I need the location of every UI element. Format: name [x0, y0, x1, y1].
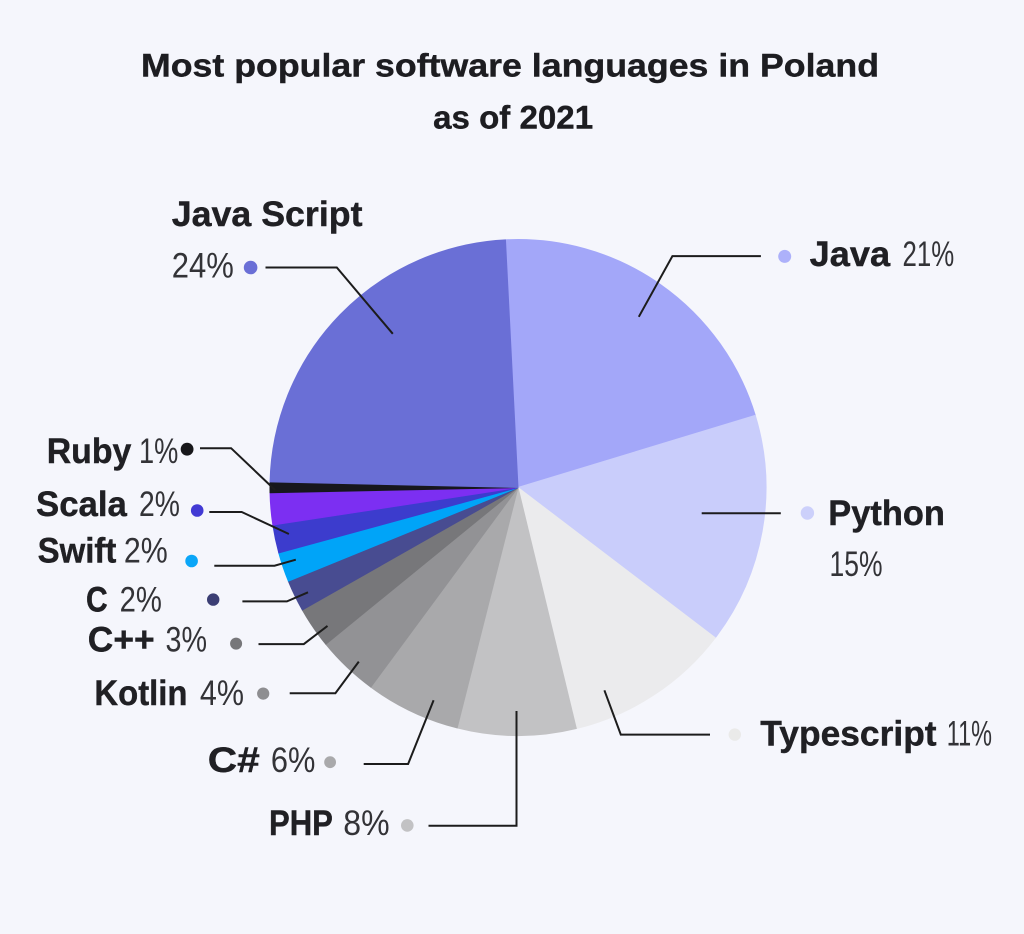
svg-text:1%: 1% [139, 432, 178, 471]
svg-text:21%: 21% [903, 235, 955, 274]
svg-text:Kotlin: Kotlin [94, 674, 187, 713]
svg-text:Ruby: Ruby [47, 432, 132, 471]
svg-text:Swift: Swift [38, 532, 117, 571]
svg-text:4%: 4% [200, 674, 244, 713]
svg-text:3%: 3% [166, 620, 208, 659]
svg-text:2%: 2% [124, 532, 168, 571]
svg-text:Typescript: Typescript [760, 715, 937, 754]
svg-text:Java Script: Java Script [172, 195, 363, 234]
svg-text:Java: Java [810, 235, 891, 274]
svg-text:C++: C++ [88, 620, 155, 659]
svg-text:2%: 2% [120, 581, 162, 620]
svg-text:Scala: Scala [36, 485, 127, 524]
svg-text:as of 2021: as of 2021 [433, 100, 593, 136]
svg-text:C#: C# [208, 741, 260, 780]
svg-text:Most popular software language: Most popular software languages in Polan… [141, 47, 879, 83]
svg-text:2%: 2% [139, 485, 180, 524]
svg-text:24%: 24% [172, 247, 234, 286]
svg-text:6%: 6% [271, 741, 316, 780]
svg-text:8%: 8% [343, 804, 389, 843]
svg-text:C: C [86, 581, 108, 620]
svg-text:Python: Python [828, 494, 945, 533]
svg-text:15%: 15% [830, 545, 883, 584]
svg-text:11%: 11% [947, 715, 992, 754]
svg-text:PHP: PHP [269, 804, 333, 843]
